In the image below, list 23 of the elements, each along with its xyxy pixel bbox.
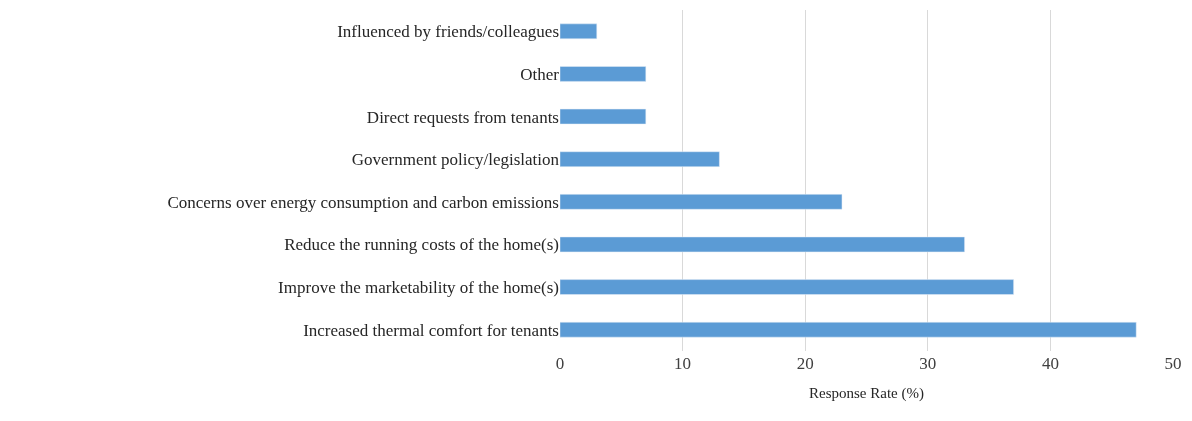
y-tick-label: Increased thermal comfort for tenants xyxy=(303,320,559,340)
bar xyxy=(560,236,965,253)
bar xyxy=(560,194,843,210)
y-tick-label: Concerns over energy consumption and carbon emissions xyxy=(167,192,559,212)
x-tick-label: 50 xyxy=(1164,354,1182,373)
bar xyxy=(560,321,1137,338)
bar xyxy=(560,279,1014,295)
y-tick-label: Other xyxy=(520,64,560,84)
bar xyxy=(560,66,647,82)
bar xyxy=(560,23,598,40)
x-tick-label: 40 xyxy=(1041,354,1059,373)
bar xyxy=(560,151,720,167)
y-tick-label: Government policy/legislation xyxy=(351,150,560,170)
y-tick-label: Direct requests from tenants xyxy=(366,107,559,127)
x-tick-label: 0 xyxy=(555,354,565,373)
x-tick-label: 30 xyxy=(919,354,937,373)
y-tick-label: Influenced by friends/colleagues xyxy=(337,22,559,42)
bar xyxy=(560,108,647,125)
y-tick-label: Reduce the running costs of the home(s) xyxy=(284,235,559,255)
x-axis-title: Response Rate (%) xyxy=(809,385,924,402)
x-tick-label: 10 xyxy=(674,354,692,373)
y-tick-label: Improve the marketability of the home(s) xyxy=(278,278,559,298)
x-tick-label: 20 xyxy=(796,354,814,373)
